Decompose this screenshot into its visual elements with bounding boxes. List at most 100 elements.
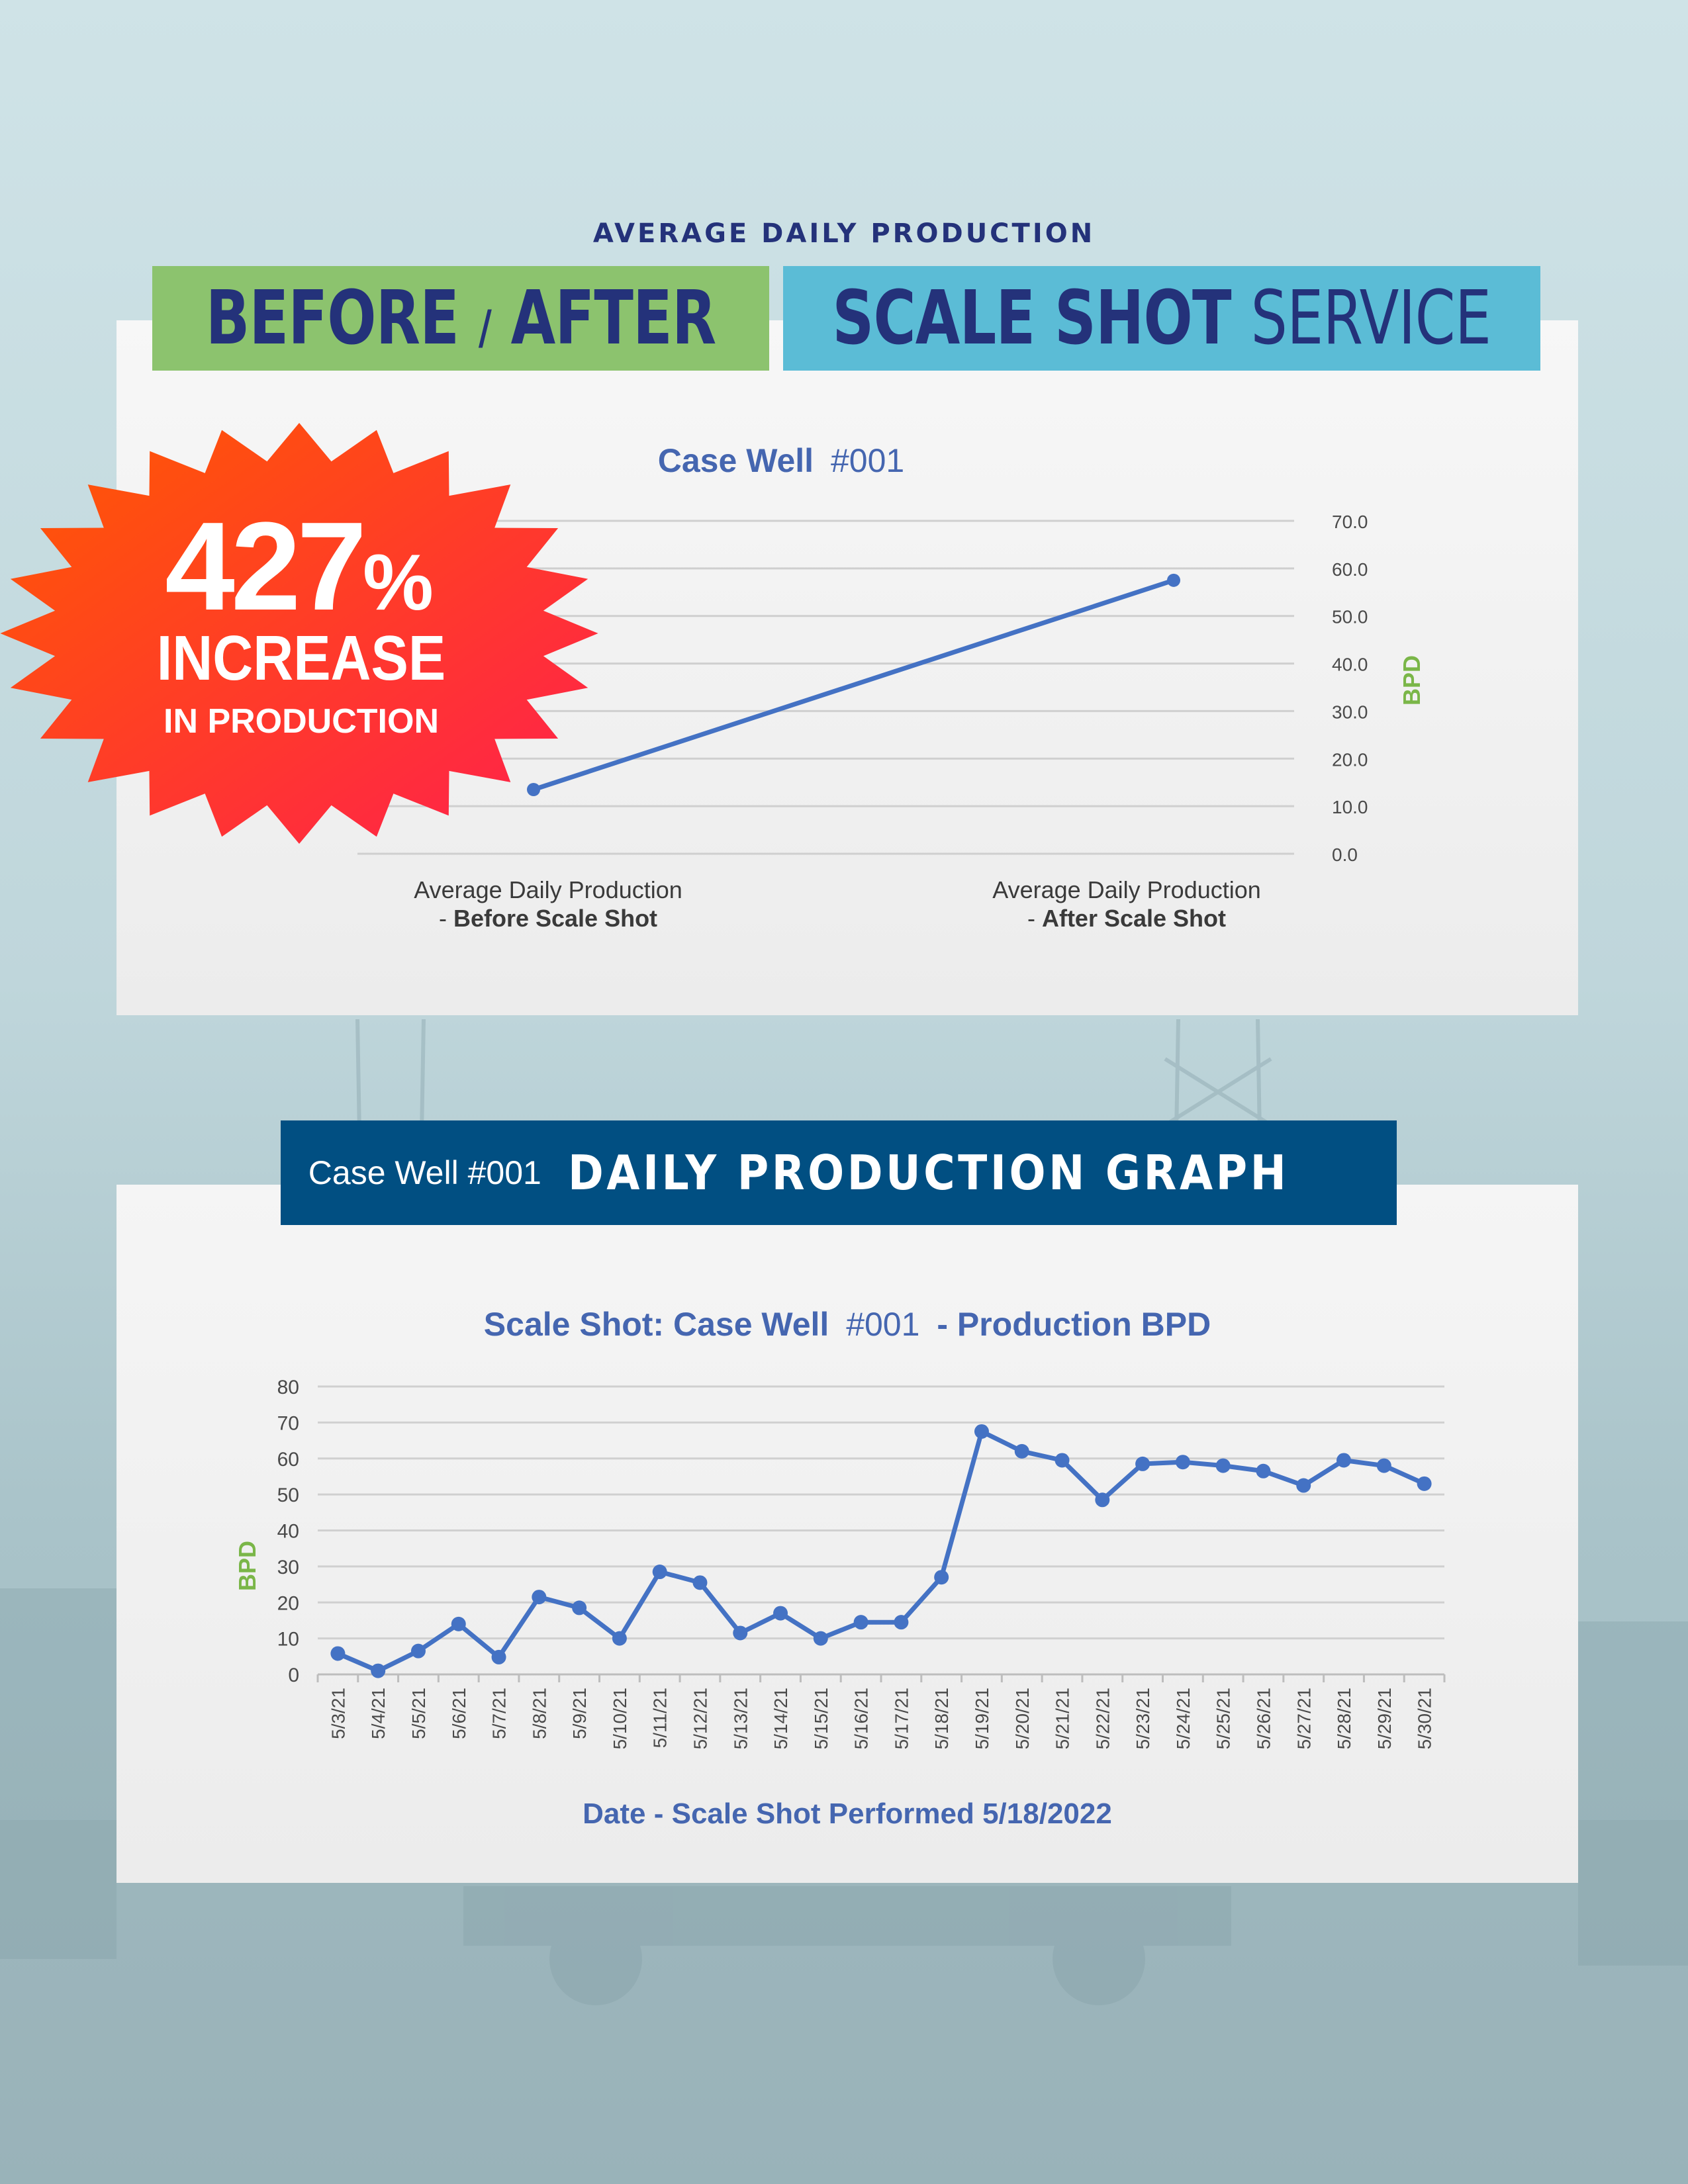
chart2-x-tick-label: 5/24/21 (1173, 1688, 1194, 1749)
chart1-x-labels: Average Daily Production - Before Scale … (414, 876, 1261, 932)
chart2-data-point (1296, 1478, 1311, 1493)
badge-number: 427 (165, 496, 363, 637)
chart2-data-point (813, 1631, 828, 1646)
chart2-series (330, 1424, 1432, 1678)
banner-scale-shot: SCALE SHOT (832, 275, 1232, 361)
chart2-data-point (692, 1575, 708, 1590)
chart2-y-ticks: 0 10 20 30 40 50 60 70 80 (277, 1377, 299, 1686)
chart1-xlabel-after-prefix: - (1027, 905, 1042, 932)
banner-service: SERVICE (1250, 275, 1492, 361)
chart1-series-line (532, 578, 1175, 792)
chart2-data-point (612, 1631, 627, 1646)
chart2-x-tick-label: 5/20/21 (1012, 1688, 1033, 1749)
chart2-y-tick-label: 80 (277, 1377, 299, 1398)
badge-increase: INCREASE (157, 623, 445, 694)
banner-before: BEFORE (205, 275, 459, 361)
chart2-x-ticks: 5/3/21 5/4/21 5/5/21 5/6/21 5/7/21 5/8/21 5/9/… (316, 1674, 1446, 1749)
chart2-x-tick-label: 5/26/21 (1253, 1688, 1274, 1749)
chart2-x-tick-label: 5/10/21 (610, 1688, 630, 1749)
chart2-data-point (1256, 1463, 1271, 1479)
chart1-title-light: #001 (831, 442, 904, 479)
chart2-title: Scale Shot: Case Well #001 - Production … (484, 1306, 1211, 1343)
chart2-x-tick-label: 5/30/21 (1415, 1688, 1435, 1749)
chart2-x-tick-label: 5/25/21 (1213, 1688, 1234, 1749)
chart2-x-axis-label: Date - Scale Shot Performed 5/18/2022 (583, 1797, 1112, 1830)
chart1-xlabel-after-line1: Average Daily Production (992, 876, 1261, 903)
chart2-y-tick-label: 40 (277, 1521, 299, 1543)
daily-production-banner: Case Well #001 DAILY PRODUCTION GRAPH (281, 1120, 1397, 1225)
chart1-y-axis-label: BPD (1398, 655, 1425, 705)
chart2-title-bold-2: - Production BPD (937, 1306, 1211, 1343)
chart2-y-tick-label: 60 (277, 1449, 299, 1471)
chart2-y-tick-label: 70 (277, 1412, 299, 1434)
chart2-title-bold-1: Scale Shot: Case Well (484, 1306, 829, 1343)
chart2-data-point (532, 1590, 547, 1605)
chart2-data-point (451, 1616, 466, 1631)
badge-percent-sign: % (363, 538, 434, 627)
overline-title: AVERAGE DAILY PRODUCTION (592, 218, 1096, 249)
chart2-x-tick-label: 5/19/21 (972, 1688, 992, 1749)
chart2-data-point (491, 1649, 506, 1664)
chart2-x-tick-label: 5/6/21 (449, 1688, 469, 1739)
chart2-data-point (1095, 1492, 1110, 1508)
chart1-xlabel-after-2: - After Scale Shot (1027, 905, 1226, 932)
chart2-series-line (337, 1429, 1426, 1674)
chart1-y-tick-label: 40.0 (1332, 655, 1368, 675)
chart2-data-point (330, 1646, 346, 1661)
banner-daily-production-graph: DAILY PRODUCTION GRAPH (567, 1145, 1289, 1201)
chart2-y-tick-label: 20 (277, 1592, 299, 1614)
chart1-y-tick-label: 60.0 (1332, 559, 1368, 580)
chart2-x-tick-label: 5/3/21 (328, 1688, 348, 1739)
chart2-data-point (773, 1606, 788, 1621)
chart2-data-point (1055, 1453, 1070, 1468)
scale-shot-banner: SCALE SHOT SERVICE (783, 266, 1540, 371)
chart2-data-point (1417, 1476, 1432, 1491)
chart1-y-tick-label: 20.0 (1332, 749, 1368, 770)
chart2-x-tick-label: 5/22/21 (1092, 1688, 1113, 1749)
chart2-data-point (733, 1625, 748, 1641)
increase-badge: 427% INCREASE IN PRODUCTION (0, 423, 598, 844)
chart2-data-point (1336, 1453, 1352, 1468)
chart2-x-tick-label: 5/8/21 (529, 1688, 549, 1739)
chart2-x-tick-label: 5/9/21 (569, 1688, 590, 1739)
chart1-y-tick-label: 30.0 (1332, 702, 1368, 722)
chart1-data-point (1167, 573, 1180, 587)
badge-percent-line: 427% (165, 496, 434, 637)
daily-production-chart: Scale Shot: Case Well #001 - Production … (234, 1306, 1446, 1830)
chart2-y-tick-label: 10 (277, 1629, 299, 1651)
chart1-xlabel-before: Average Daily Production (414, 876, 682, 903)
chart1-y-tick-label: 0.0 (1332, 844, 1358, 865)
chart2-x-tick-label: 5/28/21 (1334, 1688, 1354, 1749)
chart2-data-point (410, 1643, 426, 1659)
chart1-y-ticks: 0.0 10.0 20.0 30.0 40.0 50.0 60.0 70.0 (1332, 512, 1368, 865)
chart2-y-axis-label: BPD (234, 1541, 261, 1591)
chart1-xlabel-after-bold: After Scale Shot (1042, 905, 1226, 932)
chart2-y-tick-label: 50 (277, 1484, 299, 1506)
chart2-data-point (1175, 1455, 1190, 1470)
chart1-title-bold: Case Well (658, 442, 814, 479)
chart2-x-tick-label: 5/5/21 (408, 1688, 429, 1739)
chart2-data-point (1014, 1443, 1029, 1459)
badge-starburst-shape (0, 423, 598, 844)
chart2-y-tick-label: 0 (288, 1664, 299, 1686)
chart2-x-tick-label: 5/21/21 (1053, 1688, 1073, 1749)
chart2-x-tick-label: 5/17/21 (891, 1688, 912, 1749)
banner-slash: / (478, 300, 492, 355)
chart2-data-point (1376, 1458, 1391, 1473)
chart2-title-light: #001 (846, 1306, 919, 1343)
chart2-x-tick-label: 5/27/21 (1293, 1688, 1314, 1749)
chart2-data-point (652, 1565, 667, 1580)
chart1-xlabel-after: Average Daily Production (992, 876, 1261, 903)
chart2-data-point (572, 1600, 587, 1615)
chart1-y-tick-label: 70.0 (1332, 512, 1368, 532)
chart1-y-tick-label: 50.0 (1332, 607, 1368, 627)
chart2-x-tick-label: 5/12/21 (690, 1688, 710, 1749)
chart2-data-point (974, 1424, 989, 1439)
chart1-xlabel-before-prefix: - (439, 905, 453, 932)
chart1-title: Case Well #001 (658, 442, 904, 479)
chart2-y-tick-label: 30 (277, 1557, 299, 1578)
chart2-x-tick-label: 5/11/21 (650, 1688, 671, 1748)
chart2-data-point (371, 1663, 386, 1678)
chart1-y-tick-label: 10.0 (1332, 797, 1368, 817)
banner-after: AFTER (510, 275, 717, 361)
